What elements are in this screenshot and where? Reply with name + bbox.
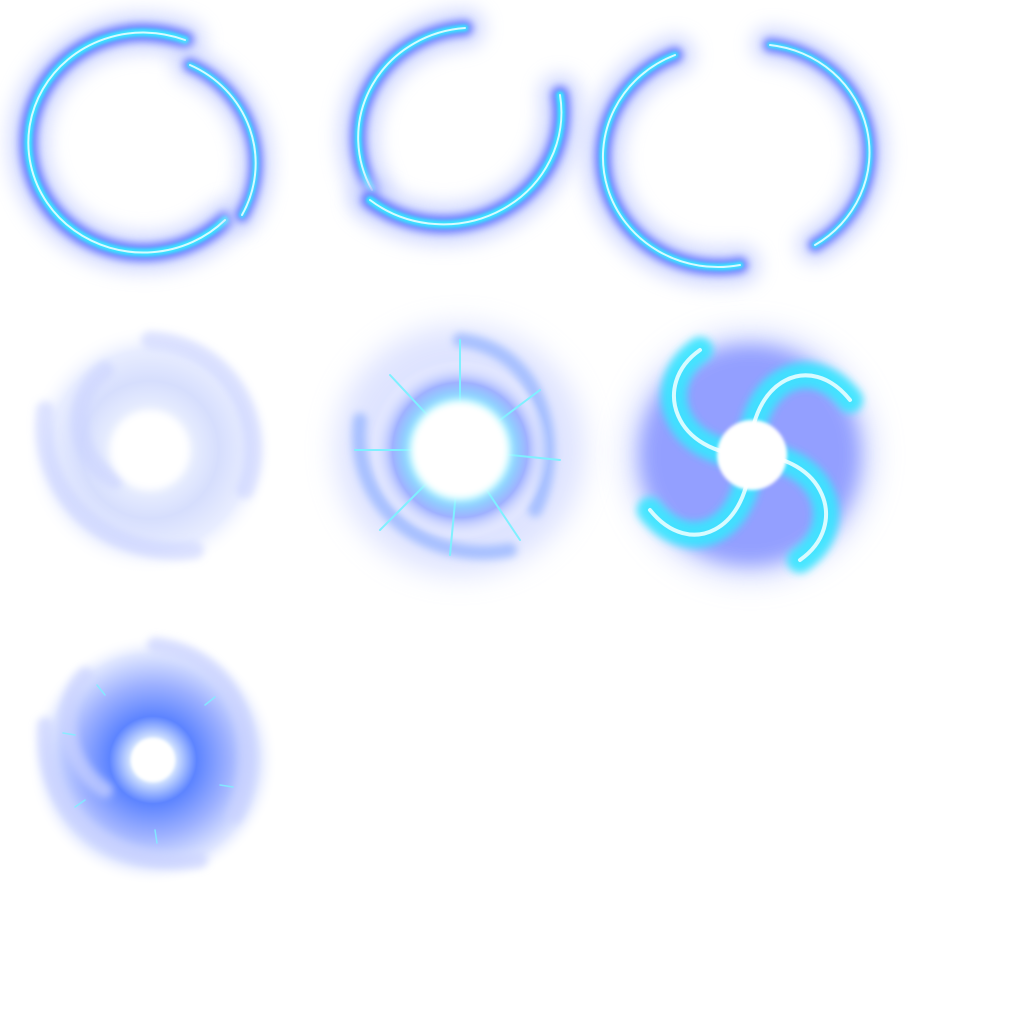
swirl-vortex-icon xyxy=(625,330,875,580)
spark-burst-icon xyxy=(335,325,585,575)
frame-ring-2 xyxy=(320,8,620,310)
frame-ring-3 xyxy=(582,10,915,310)
frame-swirl-vortex xyxy=(600,310,900,610)
energy-ring-icon xyxy=(338,8,583,246)
mist-vortex-icon xyxy=(25,325,275,575)
energy-ring-icon xyxy=(582,27,888,287)
frame-mist-vortex-2 xyxy=(5,615,305,915)
frame-spark-burst xyxy=(310,310,610,610)
mist-vortex-icon xyxy=(28,635,278,885)
energy-ring-icon xyxy=(8,12,273,273)
frame-ring-1 xyxy=(8,10,310,310)
frame-mist-vortex xyxy=(5,310,305,610)
